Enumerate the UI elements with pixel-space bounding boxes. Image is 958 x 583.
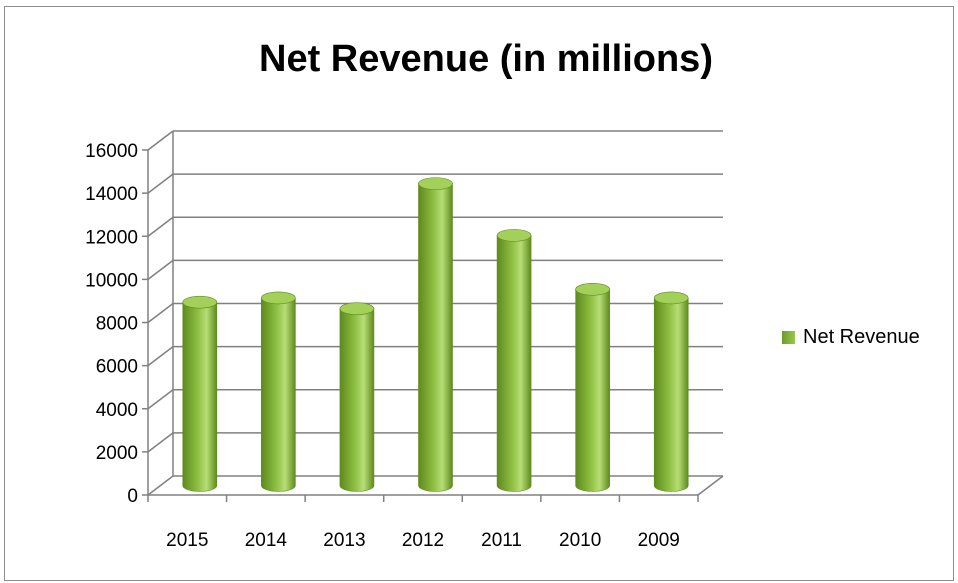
bar [261,291,296,492]
bar-body [575,288,610,492]
y-tick-label: 4000 [96,400,138,421]
axis-layer [142,149,724,502]
bar-body [418,183,453,492]
legend-label: Net Revenue [803,326,920,348]
chart-title: Net Revenue (in millions) [259,38,713,80]
bar-top [261,291,296,305]
bar-body [653,297,689,492]
gridline-side [147,259,174,280]
gridline-side [147,432,174,453]
legend-swatch [782,331,795,344]
y-tick-label: 2000 [96,443,138,464]
bar-body [182,301,218,492]
x-tick-label: 2014 [245,530,288,551]
x-tick-label: 2015 [166,530,208,551]
gridline-side [147,173,174,194]
bar [418,177,453,492]
floor-right-edge [697,475,724,496]
bar-body [261,297,296,492]
bar-top [653,291,689,305]
y-tick-label: 6000 [96,357,138,378]
gridline-side [147,475,174,496]
gridline-side [147,216,174,237]
bar [575,282,610,492]
x-tick-label: 2010 [559,530,601,551]
y-tick-label: 8000 [96,314,138,335]
y-tick-label: 12000 [85,227,138,248]
bar [653,291,689,492]
y-tick-label: 14000 [85,184,138,205]
bar [496,229,532,492]
gridline-side [147,130,174,151]
chart-frame [4,6,954,581]
gridline-side [147,302,174,324]
label-layer: 0 2000 4000 6000 8000 10000 12000 14000 16000 201… [85,141,680,551]
bar-body [339,308,375,492]
bar-top [496,229,532,242]
bar-layer [182,177,689,492]
bar-top [418,177,453,190]
y-tick-label: 0 [127,486,138,507]
y-tick-label: 10000 [85,270,138,291]
bar-top [575,282,610,296]
gridline-side [147,389,174,410]
x-tick-label: 2009 [638,530,680,551]
legend: Net Revenue [782,326,920,349]
x-tick-label: 2011 [481,530,522,551]
bar-body [496,235,532,492]
bar [339,302,375,492]
bar-top [339,302,375,315]
gridline-side [147,346,174,367]
y-tick-label: 16000 [85,141,138,162]
x-tick-label: 2012 [402,530,444,551]
bar [182,295,218,492]
bar-top [182,295,218,309]
x-tick-label: 2013 [323,530,365,551]
